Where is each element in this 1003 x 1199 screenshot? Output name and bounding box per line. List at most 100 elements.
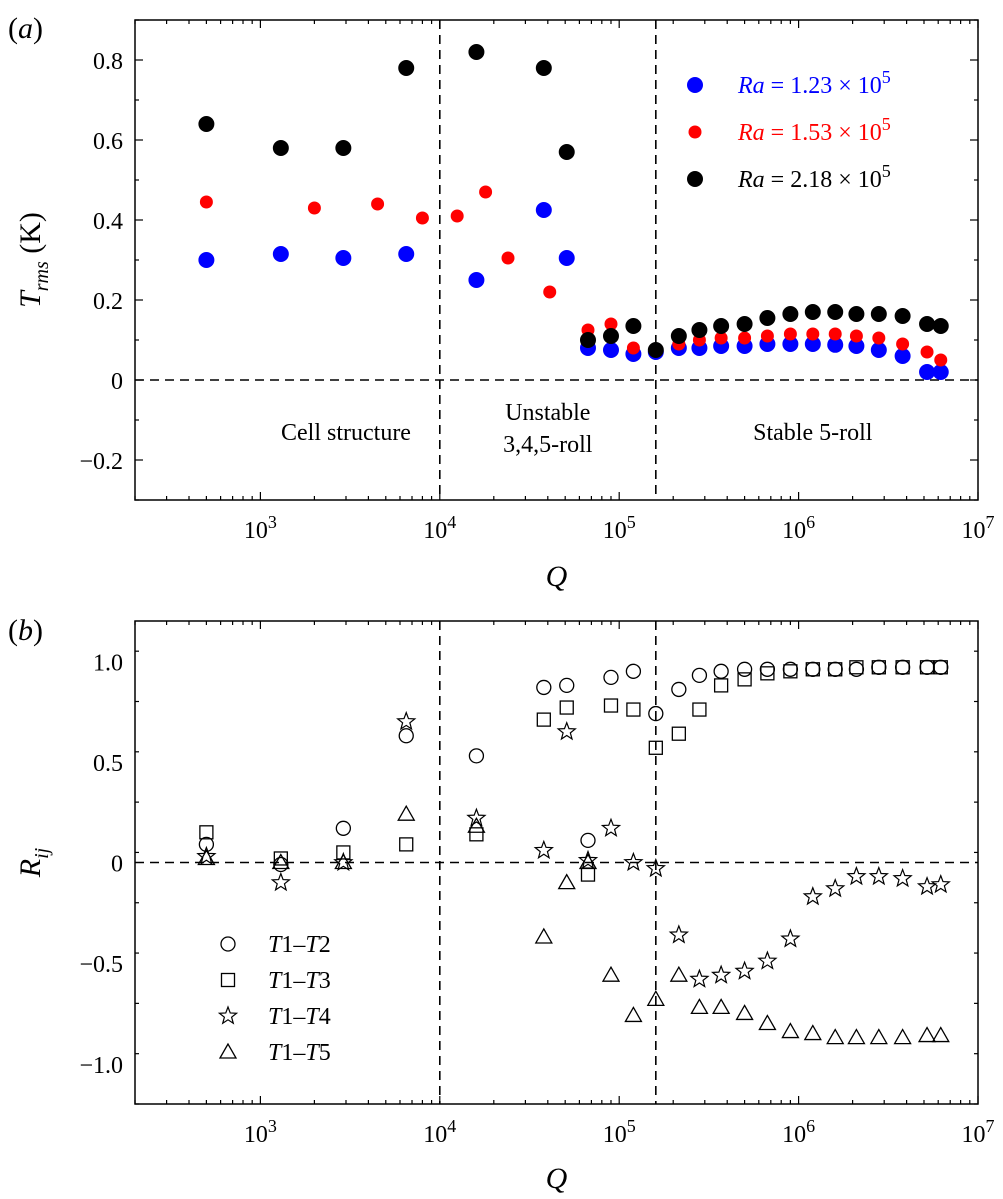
- data-point: [934, 353, 948, 367]
- data-point: [893, 1028, 912, 1045]
- legend-marker: [687, 77, 703, 93]
- data-point: [399, 837, 414, 852]
- region-label: Unstable: [505, 400, 590, 426]
- y-label-sub: ij: [31, 847, 53, 859]
- data-point: [691, 322, 708, 338]
- data-point: [669, 965, 688, 982]
- data-point: [759, 310, 776, 326]
- panel-label-letter: b: [18, 614, 33, 647]
- legend-t: T: [305, 932, 320, 958]
- data-point: [273, 851, 288, 866]
- legend-ra: Ra: [737, 73, 765, 99]
- legend-exp: 5: [882, 67, 891, 87]
- data-point: [919, 660, 935, 675]
- data-point: [648, 705, 664, 722]
- x-tick-label: 107: [962, 1116, 995, 1148]
- data-point: [536, 712, 551, 727]
- data-point: [806, 327, 820, 341]
- data-point: [713, 318, 730, 334]
- data-point: [783, 327, 797, 341]
- x-tick-exp: 6: [806, 1116, 815, 1136]
- data-point: [692, 702, 707, 717]
- data-point: [919, 659, 935, 675]
- legend-idx: 4: [319, 1004, 331, 1030]
- x-tick-base: 10: [782, 518, 806, 544]
- data-point: [828, 327, 842, 341]
- data-point: [272, 140, 289, 156]
- data-point: [668, 924, 690, 944]
- panel-label-open: (: [8, 614, 18, 647]
- data-point: [626, 341, 640, 355]
- x-tick-base: 10: [603, 518, 627, 544]
- legend-idx: 3: [319, 968, 331, 994]
- data-point: [919, 364, 936, 380]
- panel-label-close: ): [33, 12, 43, 45]
- data-point: [578, 853, 598, 870]
- y-tick-label: 0.8: [93, 49, 123, 75]
- data-point: [782, 336, 799, 352]
- y-label-unit: (K): [14, 212, 47, 261]
- panel-label-open: (: [8, 12, 18, 45]
- legend-marker: [220, 936, 236, 952]
- data-point: [272, 246, 289, 262]
- data-point: [828, 662, 843, 677]
- data-point: [847, 1028, 866, 1045]
- x-tick-label: 105: [603, 1116, 636, 1148]
- data-point: [600, 817, 622, 837]
- legend-label: T1–T2: [268, 932, 331, 958]
- data-point: [333, 851, 354, 872]
- data-point: [804, 304, 821, 320]
- data-point: [396, 710, 417, 731]
- legend-idx: 2: [319, 932, 331, 958]
- data-point: [469, 827, 484, 842]
- legend-exp: 5: [882, 114, 891, 134]
- data-point: [397, 804, 416, 821]
- data-point: [920, 345, 934, 359]
- legend-t: T: [305, 1004, 320, 1030]
- data-point: [894, 308, 911, 324]
- data-point: [580, 832, 596, 849]
- region-label: Stable 5-roll: [753, 420, 873, 446]
- panel-label: (a): [8, 12, 43, 45]
- data-point: [466, 807, 487, 827]
- data-point: [198, 116, 215, 132]
- data-point: [933, 660, 948, 675]
- data-point: [803, 1024, 822, 1041]
- legend-label: Ra = 2.18 × 105: [737, 161, 891, 193]
- data-point: [825, 877, 846, 898]
- data-point: [536, 679, 552, 696]
- data-point: [805, 662, 820, 677]
- x-tick-base: 10: [423, 518, 447, 544]
- legend-t: T: [305, 968, 320, 994]
- x-tick-label: 106: [782, 512, 815, 544]
- y-axis-label: Trms (K): [14, 212, 53, 308]
- data-point: [870, 342, 887, 358]
- panel-a: (a)103 104 105 106 1070.80.60.40.20−0.2QTrms…: [8, 12, 995, 593]
- legend-t: T: [268, 968, 283, 994]
- x-tick-label: 104: [423, 1116, 456, 1148]
- legend-marker: [217, 1005, 239, 1025]
- y-tick-label: 0.2: [93, 289, 123, 315]
- data-point: [270, 871, 292, 892]
- data-point: [398, 246, 415, 262]
- x-tick-exp: 4: [447, 1116, 456, 1136]
- legend-idx: 1–: [281, 968, 306, 994]
- data-point: [535, 60, 552, 76]
- data-point: [450, 209, 464, 223]
- data-point: [579, 332, 596, 348]
- data-point: [802, 886, 823, 906]
- x-tick-exp: 6: [806, 512, 815, 532]
- data-point: [670, 328, 687, 344]
- y-tick-label: −0.5: [79, 952, 123, 978]
- panel-label: (b): [8, 614, 43, 647]
- y-tick-label: −0.2: [79, 449, 123, 475]
- legend-t: T: [268, 1004, 283, 1030]
- x-axis-label: Q: [546, 560, 568, 593]
- data-point: [468, 272, 485, 288]
- data-point: [604, 317, 618, 331]
- legend-label: T1–T3: [268, 968, 331, 994]
- x-tick-label: 105: [603, 512, 636, 544]
- y-tick-label: 0.6: [93, 129, 123, 155]
- data-point: [558, 144, 575, 160]
- data-point: [623, 851, 644, 872]
